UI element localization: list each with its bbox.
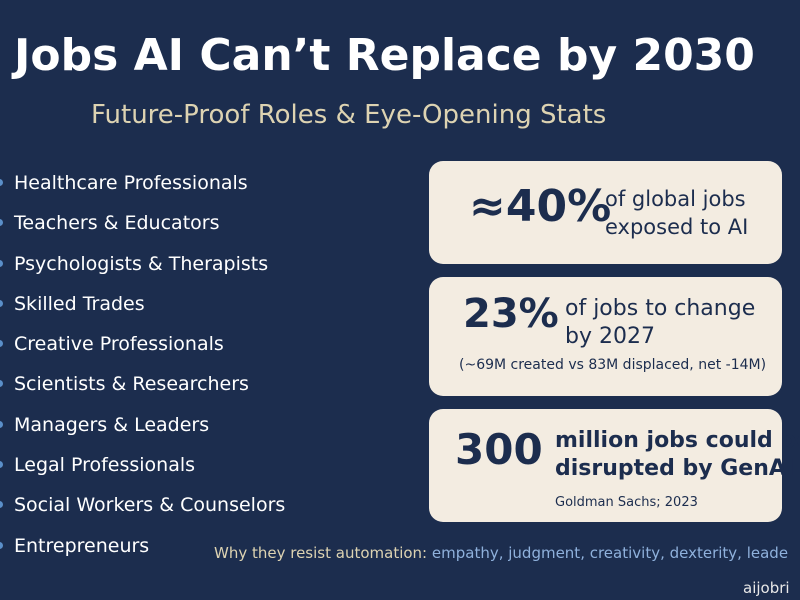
stat-description-line: million jobs could be [555, 428, 800, 453]
stat-card-change: 23% of jobs to change by 2027 (~69M crea… [429, 277, 782, 396]
bullet-icon [0, 420, 3, 428]
stat-description: million jobs could be disrupted by GenAI [555, 427, 800, 483]
bullet-icon [0, 501, 3, 509]
stat-description-line: by 2027 [565, 324, 655, 349]
bullet-icon [0, 219, 3, 227]
footer-lead: Why they resist automation: [214, 544, 428, 562]
footer-traits: empathy, judgment, creativity, dexterity… [431, 544, 789, 562]
list-item-label: Entrepreneurs [14, 534, 150, 557]
stat-description-line: disrupted by GenAI [555, 456, 795, 481]
list-item: Social Workers & Counselors [0, 488, 285, 528]
stat-figure: 300 [455, 425, 543, 474]
stat-figure: 23% [463, 291, 559, 337]
bullet-icon [0, 461, 3, 469]
list-item: Psychologists & Therapists [0, 247, 285, 287]
list-item-label: Managers & Leaders [14, 413, 210, 436]
stat-description-line: exposed to AI [605, 215, 749, 239]
bullet-icon [0, 259, 3, 267]
list-item: Legal Professionals [0, 448, 285, 488]
stat-figure: ≈40% [469, 181, 612, 232]
stat-description: of jobs to change by 2027 [565, 295, 755, 351]
page-title: Jobs AI Can’t Replace by 2030 [14, 30, 755, 81]
list-item-label: Healthcare Professionals [14, 172, 248, 194]
page-subtitle: Future-Proof Roles & Eye-Opening Stats [91, 100, 607, 130]
jobs-list: Healthcare Professionals Teachers & Educ… [0, 166, 285, 569]
stat-description-line: of global jobs [605, 187, 746, 211]
stat-card-disruption: 300 million jobs could be disrupted by G… [429, 409, 800, 522]
stat-card-exposure: ≈40% of global jobs exposed to AI [429, 161, 782, 264]
list-item-label: Social Workers & Counselors [14, 494, 286, 517]
stat-note: (~69M created vs 83M displaced, net -14M… [459, 357, 767, 373]
list-item-label: Legal Professionals [14, 454, 196, 477]
list-item-label: Creative Professionals [14, 333, 224, 356]
list-item-label: Skilled Trades [14, 292, 145, 315]
stat-source: Goldman Sachs; 2023 [555, 495, 698, 510]
list-item: Entrepreneurs [0, 529, 285, 569]
list-item: Teachers & Educators [0, 206, 285, 246]
list-item: Creative Professionals [0, 327, 285, 367]
bullet-icon [0, 541, 3, 549]
bullet-icon [0, 380, 3, 388]
list-item-label: Scientists & Researchers [14, 373, 249, 396]
stat-description-line: of jobs to change [565, 296, 756, 321]
bullet-icon [0, 340, 3, 348]
list-item: Skilled Trades [0, 287, 285, 327]
bullet-icon [0, 179, 3, 186]
footer-note: Why they resist automation: empathy, jud… [214, 544, 800, 562]
list-item: Healthcare Professionals [0, 166, 285, 206]
list-item-label: Psychologists & Therapists [14, 252, 269, 275]
brand-watermark: aijobri [743, 579, 790, 597]
stat-description: of global jobs exposed to AI [605, 185, 748, 241]
list-item: Managers & Leaders [0, 408, 285, 448]
list-item-label: Teachers & Educators [14, 212, 220, 235]
bullet-icon [0, 299, 3, 307]
list-item: Scientists & Researchers [0, 367, 285, 407]
